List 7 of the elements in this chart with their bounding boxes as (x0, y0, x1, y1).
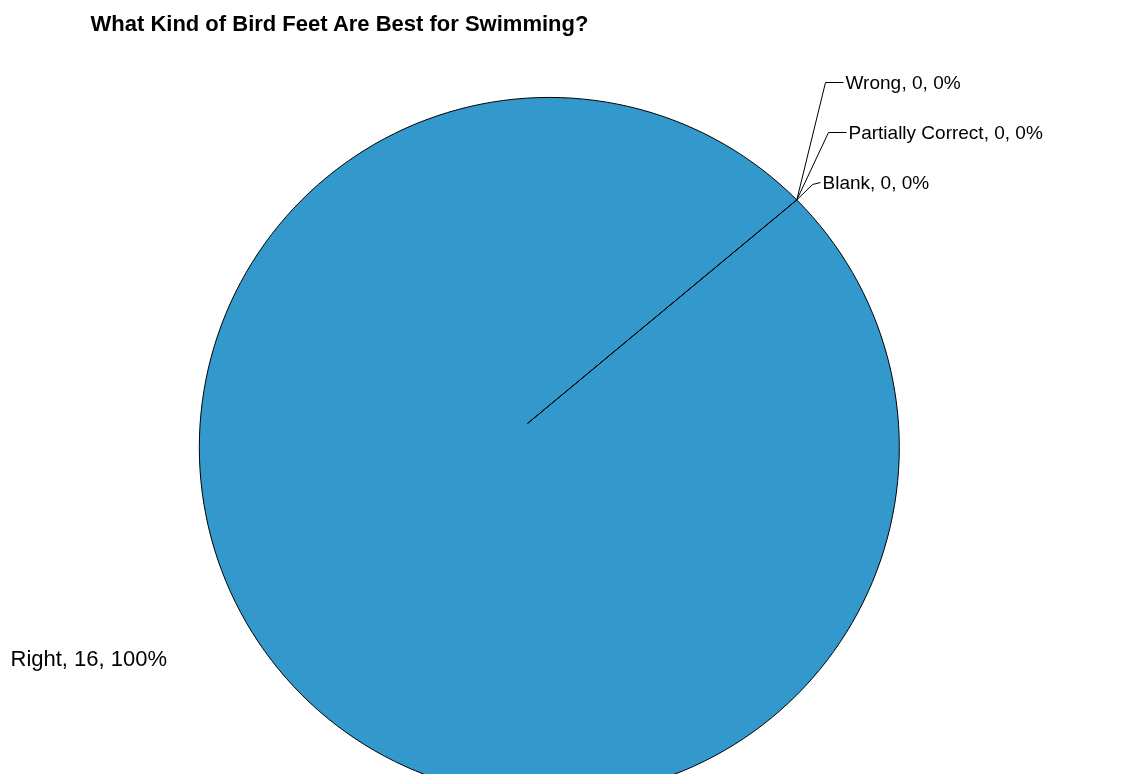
text: , 0, 0% (901, 72, 961, 93)
category-label: Partially Correct (848, 122, 984, 143)
data-label: , 16, 100% (61, 646, 168, 671)
text: , 0, 0% (870, 172, 930, 193)
text: , 0, 0% (983, 122, 1043, 143)
slice-label: Right (10, 646, 62, 671)
chart-title: What Kind of Bird Feet Are Best for Swimming? (90, 10, 589, 36)
